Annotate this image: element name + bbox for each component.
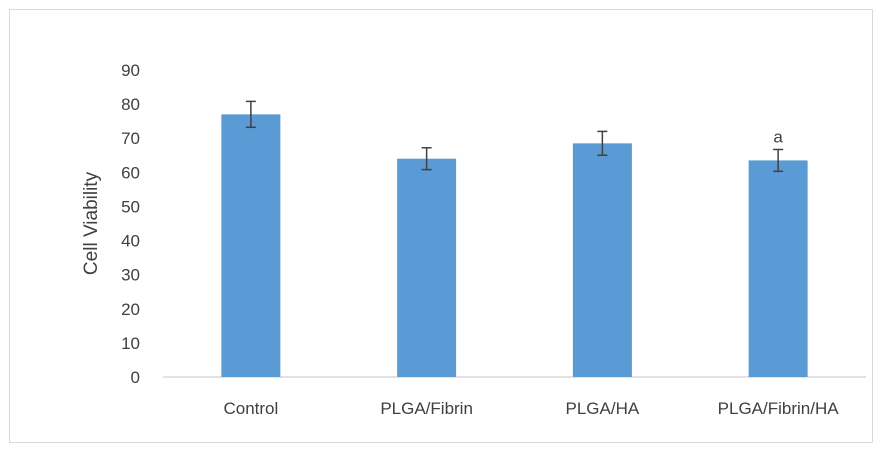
x-axis-categories: Control PLGA/Fibrin PLGA/HA PLGA/Fibrin/HA [223,399,839,418]
y-axis-ticks: 0 10 20 30 40 50 60 70 80 90 [121,61,140,387]
x-category-label: PLGA/Fibrin/HA [718,399,840,418]
error-bar [773,148,784,173]
significance-annotation: a [773,127,783,146]
y-tick-label: 90 [121,61,140,80]
bar [748,160,808,377]
bar [221,114,281,377]
y-tick-label: 20 [121,300,140,319]
bar [572,143,632,377]
error-bar [421,147,432,171]
y-tick-label: 80 [121,95,140,114]
y-tick-label: 40 [121,232,140,251]
y-tick-label: 10 [121,334,140,353]
bars: a [221,100,808,377]
y-axis-title: Cell Viability [81,171,102,275]
x-category-label: PLGA/HA [566,399,640,418]
x-category-label: Control [223,399,278,418]
y-tick-label: 60 [121,163,140,182]
y-tick-label: 50 [121,197,140,216]
error-bar [245,100,256,129]
bar [397,158,457,377]
y-tick-label: 70 [121,129,140,148]
x-category-label: PLGA/Fibrin [380,399,473,418]
error-bar [597,130,608,157]
y-tick-label: 0 [131,368,140,387]
y-tick-label: 30 [121,266,140,285]
